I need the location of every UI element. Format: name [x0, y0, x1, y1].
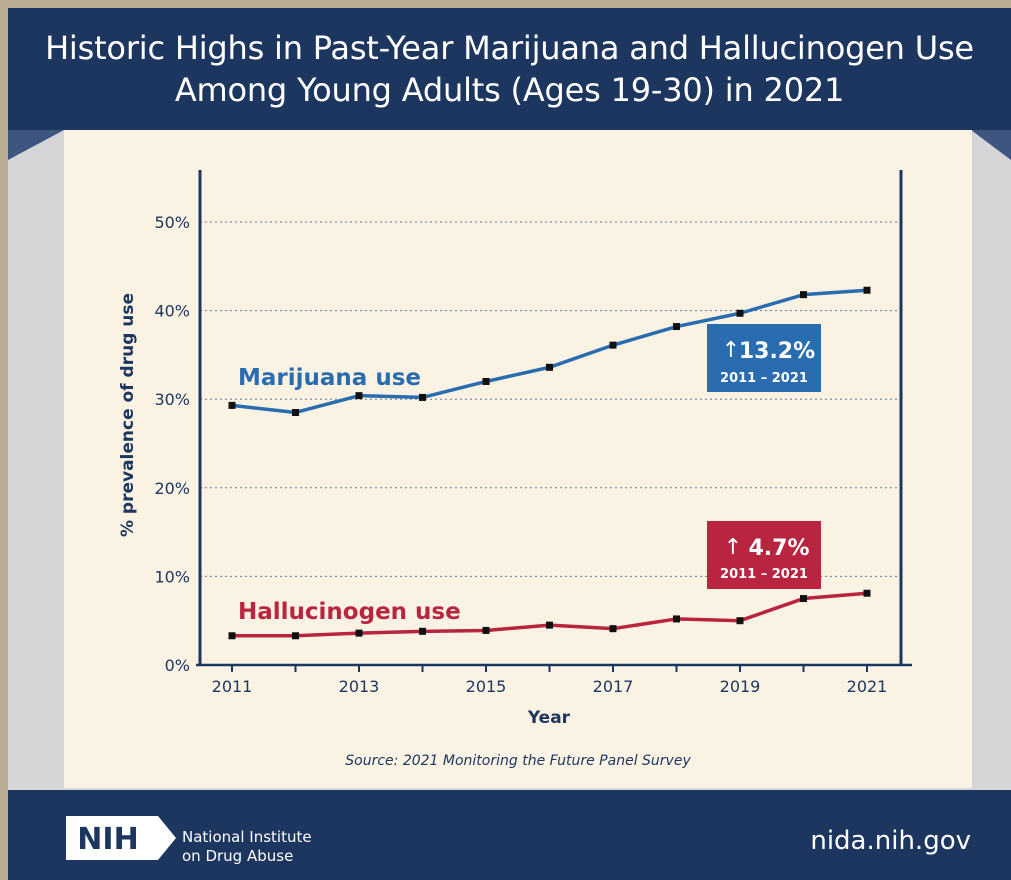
data-point	[546, 621, 553, 629]
y-axis-label: % prevalence of drug use	[118, 293, 138, 537]
x-tick-label: 2015	[466, 677, 507, 696]
annotation-marijuana-arrow: ↑	[722, 338, 740, 363]
y-tick-labels: 0% 10% 20% 30% 40% 50%	[154, 213, 190, 675]
annotation-marijuana-box	[707, 324, 821, 392]
data-point	[419, 627, 426, 635]
annotation-hallucinogen-period: 2011 – 2021	[720, 567, 808, 582]
x-tick-label: 2017	[593, 677, 634, 696]
data-point	[482, 626, 490, 634]
annotation-hallucinogen-change: 4.7%	[748, 536, 809, 561]
annotation-marijuana: ↑ 13.2% 2011 – 2021	[707, 324, 821, 392]
org-name-line-2: on Drug Abuse	[182, 847, 294, 865]
annotation-hallucinogen: ↑ 4.7% 2011 – 2021	[707, 521, 821, 589]
x-tick-label: 2011	[212, 677, 253, 696]
annotation-hallucinogen-arrow: ↑	[724, 535, 742, 560]
ribbon-fold-right	[971, 130, 1011, 160]
data-point	[863, 589, 871, 597]
org-name: National Institute on Drug Abuse	[182, 828, 312, 866]
y-tick-label: 50%	[154, 213, 190, 232]
data-point	[800, 595, 807, 603]
nih-logo-shape	[66, 816, 176, 860]
ribbon-fold-left	[8, 130, 64, 160]
series-label-marijuana: Marijuana use	[238, 365, 421, 391]
y-tick-label: 0%	[165, 656, 190, 675]
x-axis-label: Year	[527, 708, 571, 728]
title-banner: Historic Highs in Past-Year Marijuana an…	[8, 8, 1011, 130]
title-line-1: Historic Highs in Past-Year Marijuana an…	[45, 29, 974, 67]
data-point	[609, 625, 617, 633]
series-label-hallucinogen: Hallucinogen use	[238, 599, 461, 625]
annotation-marijuana-change: 13.2%	[739, 339, 815, 364]
data-point	[609, 341, 617, 349]
data-point	[800, 291, 807, 299]
data-point	[292, 408, 299, 416]
nih-logo: NIH	[66, 816, 176, 860]
x-tick-labels: 2011 2013 2015 2017 2019 2021	[212, 665, 888, 696]
y-tick-label: 10%	[154, 567, 190, 586]
series-group	[228, 286, 871, 640]
source-note: Source: 2021 Monitoring the Future Panel…	[345, 753, 691, 769]
title-line-2: Among Young Adults (Ages 19-30) in 2021	[174, 71, 845, 109]
y-tick-label: 40%	[154, 302, 190, 321]
website-link[interactable]: nida.nih.gov	[810, 826, 971, 856]
data-point	[673, 615, 680, 623]
data-point	[736, 617, 744, 625]
data-point	[355, 629, 363, 637]
data-point	[673, 323, 680, 331]
chart-panel	[64, 130, 972, 788]
y-tick-label: 30%	[154, 390, 190, 409]
annotation-hallucinogen-box	[707, 521, 821, 589]
data-point	[355, 392, 363, 400]
data-point	[228, 401, 236, 409]
data-point	[546, 363, 553, 371]
x-tick-label: 2013	[339, 677, 380, 696]
x-tick-label: 2019	[720, 677, 761, 696]
nih-logo-text: NIH	[77, 822, 138, 857]
data-point	[419, 393, 426, 401]
footer-bar: NIH National Institute on Drug Abuse nid…	[8, 790, 1011, 880]
annotation-marijuana-period: 2011 – 2021	[720, 371, 808, 386]
y-tick-label: 20%	[154, 479, 190, 498]
org-name-line-1: National Institute	[182, 828, 312, 846]
data-point	[482, 377, 490, 385]
data-point	[292, 632, 299, 640]
x-tick-label: 2021	[847, 677, 888, 696]
grid-lines	[200, 221, 901, 577]
data-point	[863, 286, 871, 294]
data-point	[736, 309, 744, 317]
data-point	[228, 632, 236, 640]
